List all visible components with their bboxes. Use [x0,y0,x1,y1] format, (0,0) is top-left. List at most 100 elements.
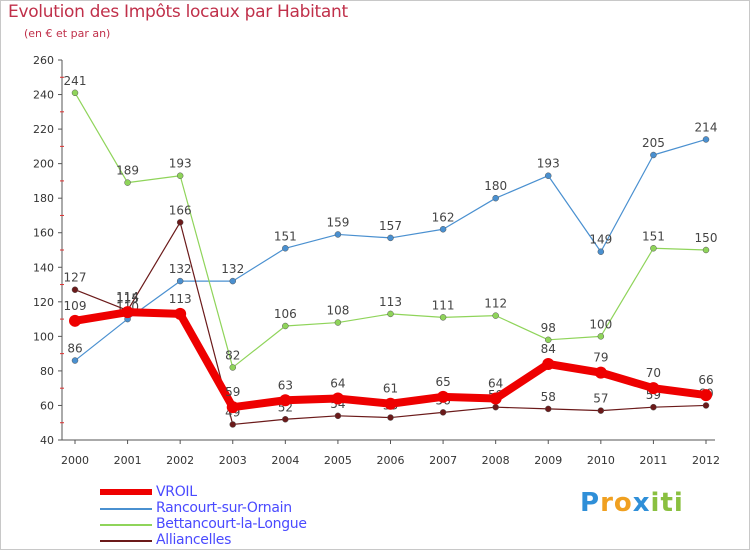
y-tick-label: 100 [33,330,54,343]
x-tick-label: 2012 [692,454,720,467]
y-tick-label: 160 [33,227,54,240]
data-label-vroil: 61 [383,382,398,396]
data-label-vroil: 114 [116,290,139,304]
data-point-alliancelles [334,412,342,420]
data-label-rancourt-sur-ornain: 132 [169,262,192,276]
y-tick-label: 260 [33,54,54,67]
data-point-vroil [594,366,607,379]
data-label-bettancourt-la-longue: 98 [541,321,556,335]
data-label-alliancelles: 166 [169,203,192,217]
data-point-vroil [226,401,239,414]
legend-label-vroil: VROIL [156,484,197,500]
data-point-vroil [542,358,555,370]
chart-subtitle: (en € et par an) [24,27,111,40]
proxiti-logo: Proxiti [580,488,684,518]
data-point-rancourt-sur-ornain [650,151,657,159]
data-label-vroil: 65 [435,375,450,389]
data-point-bettancourt-la-longue [71,89,79,97]
legend-swatch-rancourt [100,508,152,510]
data-label-vroil: 66 [698,373,713,387]
data-label-bettancourt-la-longue: 193 [169,157,192,171]
y-tick-label: 240 [33,89,54,102]
data-point-bettancourt-la-longue [650,245,657,252]
data-label-vroil: 59 [225,385,240,399]
data-label-bettancourt-la-longue: 108 [326,304,349,318]
data-point-alliancelles [176,219,184,226]
data-label-bettancourt-la-longue: 151 [642,229,665,243]
data-label-bettancourt-la-longue: 113 [379,295,402,309]
data-label-alliancelles: 58 [541,390,556,404]
logo-letter: i [673,488,684,518]
data-point-bettancourt-la-longue [492,312,499,319]
x-tick-label: 2002 [166,454,194,467]
data-point-vroil [384,397,397,410]
y-tick-label: 120 [33,296,54,309]
data-point-vroil [437,390,450,403]
data-point-bettancourt-la-longue [124,179,131,186]
data-point-vroil [174,307,187,320]
data-label-vroil: 113 [169,292,192,306]
x-tick-label: 2006 [377,454,405,467]
legend-label-rancourt: Rancourt-sur-Ornain [156,500,292,516]
data-label-bettancourt-la-longue: 100 [589,317,612,331]
data-label-vroil: 79 [593,351,608,365]
data-label-rancourt-sur-ornain: 86 [67,342,82,356]
data-label-rancourt-sur-ornain: 180 [484,179,507,193]
data-label-rancourt-sur-ornain: 205 [642,136,665,150]
legend-swatch-bettancourt [100,524,152,526]
data-label-bettancourt-la-longue: 112 [484,297,507,311]
x-tick-label: 2000 [61,454,89,467]
data-point-bettancourt-la-longue [387,310,394,318]
data-point-vroil [647,382,660,395]
y-tick-label: 220 [33,123,54,136]
data-point-alliancelles [492,403,499,411]
y-tick-label: 200 [33,158,54,171]
data-label-bettancourt-la-longue: 111 [432,298,455,312]
data-label-rancourt-sur-ornain: 132 [221,262,244,276]
logo-letter: i [650,488,661,518]
data-point-bettancourt-la-longue [702,246,710,254]
x-tick-label: 2010 [587,454,615,467]
data-label-vroil: 84 [541,342,556,356]
data-point-vroil [121,306,134,319]
data-point-vroil [489,392,502,405]
data-point-bettancourt-la-longue [229,364,236,371]
data-label-bettancourt-la-longue: 106 [274,307,297,321]
legend-swatch-vroil [100,489,152,495]
data-label-vroil: 64 [488,377,503,391]
data-label-alliancelles: 115 [116,291,139,305]
logo-letter: x [632,488,651,518]
x-tick-label: 2007 [429,454,457,467]
data-label-rancourt-sur-ornain: 162 [432,210,455,224]
data-label-vroil: 64 [330,377,345,391]
data-point-rancourt-sur-ornain [387,234,394,242]
data-label-bettancourt-la-longue: 241 [64,74,87,88]
data-label-rancourt-sur-ornain: 149 [589,233,612,247]
data-point-alliancelles [597,407,605,414]
x-tick-label: 2003 [219,454,247,467]
data-point-rancourt-sur-ornain [492,194,499,202]
legend-label-alliancelles: Alliancelles [156,532,232,548]
y-tick-label: 80 [40,365,54,378]
data-point-alliancelles [545,405,552,413]
data-point-bettancourt-la-longue [176,172,184,179]
data-label-vroil: 63 [278,378,293,392]
x-tick-label: 2009 [534,454,562,467]
data-point-rancourt-sur-ornain [702,136,710,143]
x-tick-label: 2005 [324,454,352,467]
y-tick-label: 180 [33,192,54,205]
data-label-rancourt-sur-ornain: 214 [695,120,718,134]
data-label-rancourt-sur-ornain: 193 [537,157,560,171]
data-point-rancourt-sur-ornain [229,277,236,285]
data-point-vroil [279,394,292,407]
data-point-vroil [700,389,712,402]
data-point-rancourt-sur-ornain [597,248,605,255]
x-tick-label: 2011 [639,454,667,467]
data-point-alliancelles [439,409,447,416]
data-label-rancourt-sur-ornain: 151 [274,229,297,243]
y-tick-label: 40 [40,434,54,447]
data-point-vroil [69,314,81,327]
data-point-vroil [331,392,344,405]
data-point-alliancelles [229,421,236,428]
data-label-bettancourt-la-longue: 189 [116,164,139,178]
